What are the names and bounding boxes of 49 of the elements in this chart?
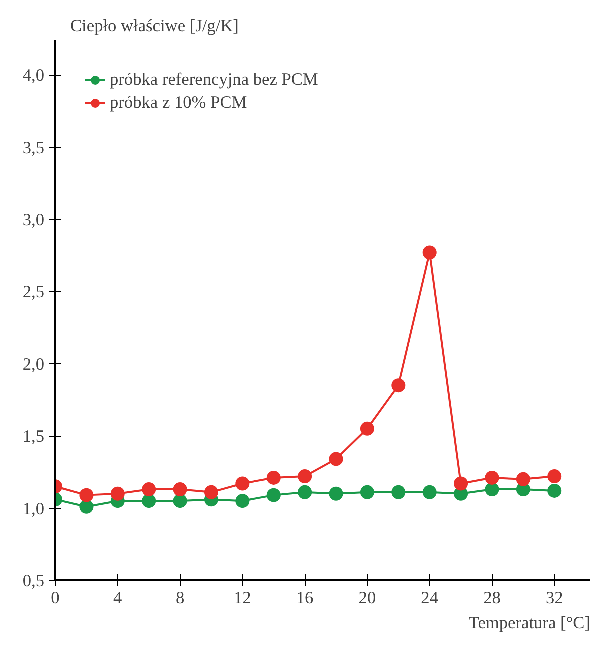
x-tick-label: 24 [421,588,439,608]
y-tick-label: 2,0 [22,354,45,374]
x-tick-label: 28 [484,588,501,608]
point [204,485,218,500]
point [266,488,281,502]
point [266,471,281,485]
y-tick-label: 3,0 [22,210,45,230]
x-tick-label: 32 [546,588,564,608]
x-tick-label: 12 [234,588,252,608]
x-tick-label: 8 [176,588,185,608]
legend-label: próbka z 10% PCM [110,93,248,113]
y-tick-label: 0,5 [22,572,45,590]
x-tick-label: 0 [51,588,60,608]
legend-label: próbka referencyjna bez PCM [110,70,318,90]
point [110,486,125,501]
point [142,494,156,508]
y-tick-label: 4,0 [22,66,45,86]
point [454,476,468,491]
point [298,485,312,500]
point [392,378,406,393]
point [298,470,312,484]
point [485,482,500,497]
point [80,488,94,502]
x-axis-title: Temperatura [°C] [468,614,591,632]
point [329,452,344,466]
point [80,500,94,514]
y-tick-label: 2,5 [22,282,45,302]
point [548,484,562,498]
y-tick-label: 1,5 [22,427,45,446]
point [360,485,374,500]
point [392,485,406,500]
point [329,486,344,501]
point [360,422,374,436]
y-tick-label: 3,5 [22,138,45,158]
point [485,471,500,485]
y-tick-label: 1,0 [22,499,45,518]
point [236,494,250,508]
point [422,485,437,500]
point [142,482,156,497]
point [173,494,188,508]
x-tick-label: 20 [358,588,376,608]
y-axis-title: Ciepło właściwe [J/g/K] [70,16,239,36]
x-tick-label: 4 [114,588,123,608]
point [516,472,530,486]
point [548,470,562,484]
point [422,246,437,260]
x-tick-label: 16 [296,588,314,608]
point [173,482,188,497]
point [236,476,250,491]
